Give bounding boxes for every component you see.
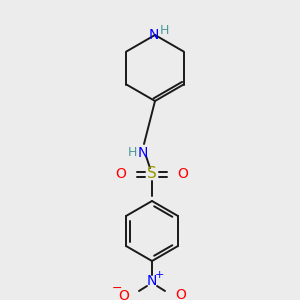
Text: H: H: [127, 146, 137, 158]
Text: O: O: [178, 167, 188, 181]
Text: O: O: [118, 289, 129, 300]
Text: H: H: [159, 23, 169, 37]
Text: O: O: [176, 288, 186, 300]
Text: −: −: [112, 281, 122, 295]
Text: O: O: [116, 167, 126, 181]
Text: N: N: [149, 28, 159, 42]
Text: N: N: [147, 274, 157, 288]
Text: S: S: [147, 167, 157, 182]
Text: N: N: [138, 146, 148, 160]
Text: +: +: [154, 270, 164, 280]
